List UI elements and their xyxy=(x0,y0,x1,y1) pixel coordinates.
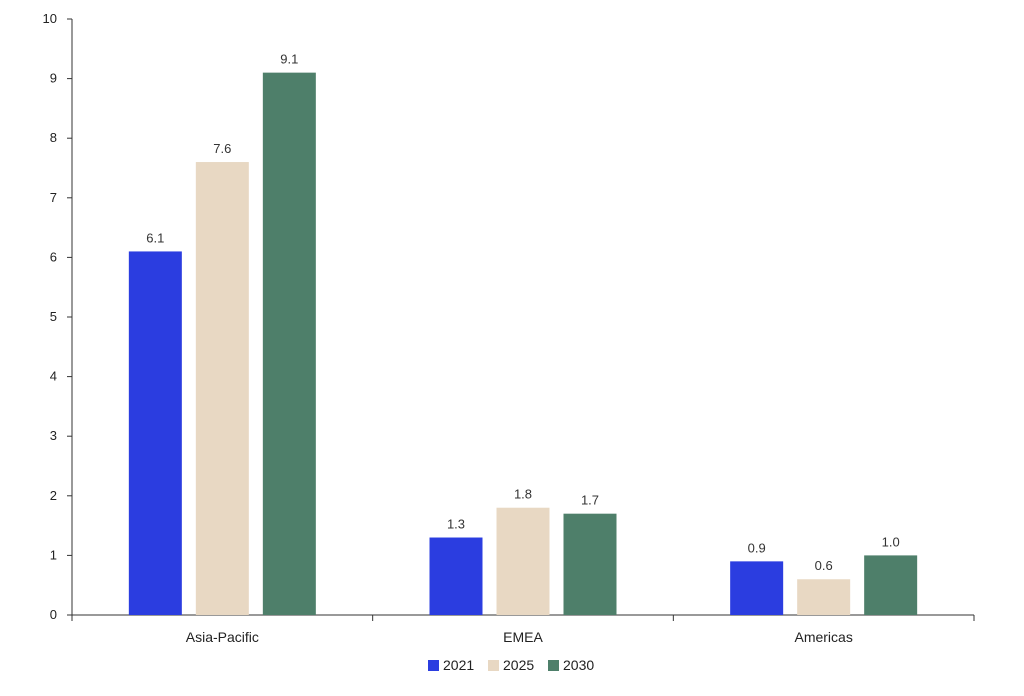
y-tick-label: 5 xyxy=(50,309,57,324)
data-label: 1.3 xyxy=(447,517,465,532)
bars xyxy=(128,72,918,616)
bar-2030-emea xyxy=(563,513,617,615)
legend-swatch-2030 xyxy=(548,660,559,671)
value-labels: 6.1 7.6 9.1 1.3 1.8 1.7 0.9 0.6 1.0 xyxy=(146,52,899,574)
data-label: 1.0 xyxy=(882,534,900,549)
y-tick-label: 8 xyxy=(50,130,57,145)
y-tick-label: 3 xyxy=(50,428,57,443)
bar-2025-americas xyxy=(797,579,851,615)
y-tick-label: 7 xyxy=(50,190,57,205)
bar-2021-americas xyxy=(730,561,784,615)
y-tick-label: 4 xyxy=(50,369,57,384)
bar-2030-americas xyxy=(864,555,918,615)
y-tick-label: 9 xyxy=(50,71,57,86)
y-tick-label: 10 xyxy=(43,11,57,26)
legend-swatch-2021 xyxy=(428,660,439,671)
legend-label: 2025 xyxy=(503,657,534,673)
data-label: 7.6 xyxy=(213,141,231,156)
data-label: 0.9 xyxy=(748,540,766,555)
bar-2025-emea xyxy=(496,507,550,615)
bar-2021-asia-pacific xyxy=(128,251,182,615)
x-category-label: Americas xyxy=(794,629,852,645)
data-label: 1.7 xyxy=(581,493,599,508)
bar-2025-asia-pacific xyxy=(195,162,249,616)
legend-label: 2021 xyxy=(443,657,474,673)
data-label: 9.1 xyxy=(280,52,298,67)
legend-swatch-2025 xyxy=(488,660,499,671)
legend-label: 2030 xyxy=(563,657,594,673)
data-label: 6.1 xyxy=(146,230,164,245)
legend: 2021 2025 2030 xyxy=(428,657,594,673)
bar-2030-asia-pacific xyxy=(262,72,316,615)
data-label: 1.8 xyxy=(514,487,532,502)
bar-2021-emea xyxy=(429,537,483,615)
y-tick-label: 0 xyxy=(50,607,57,622)
x-category-label: Asia-Pacific xyxy=(186,629,259,645)
data-label: 0.6 xyxy=(815,558,833,573)
y-tick-label: 6 xyxy=(50,249,57,264)
y-tick-label: 1 xyxy=(50,547,57,562)
y-tick-label: 2 xyxy=(50,488,57,503)
x-category-label: EMEA xyxy=(503,629,543,645)
